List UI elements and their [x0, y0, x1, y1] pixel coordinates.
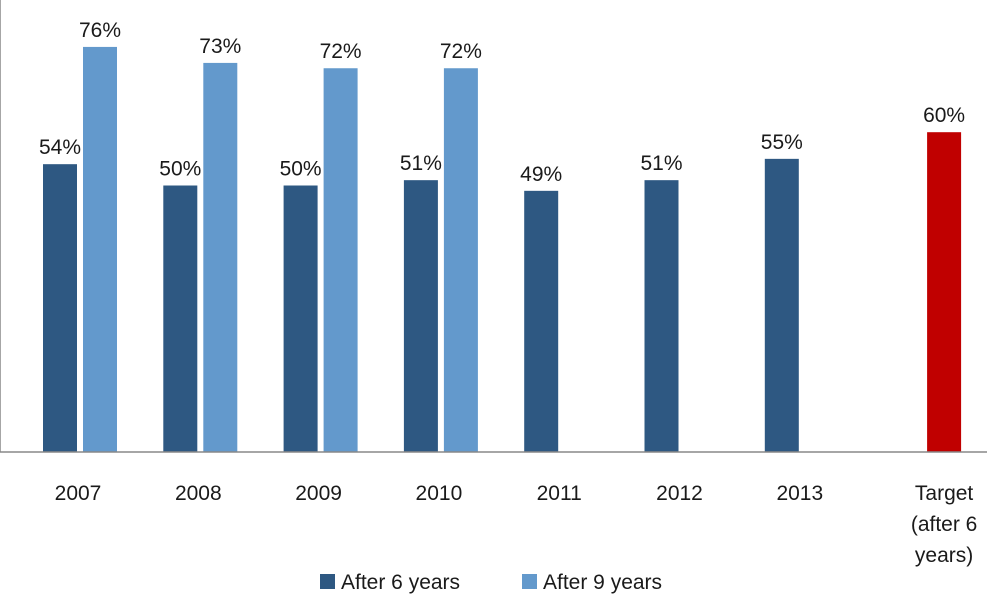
- bar-after-9-years-2010-label: 72%: [440, 40, 482, 63]
- bar-after-6-years-2008: [163, 185, 198, 452]
- bar-after-9-years-2007: [83, 46, 117, 453]
- bar-target: [927, 132, 962, 452]
- legend: After 6 years After 9 years: [320, 571, 662, 594]
- x-tick-label-2010: 2010: [416, 482, 463, 505]
- bar-target-label: 60%: [923, 104, 965, 127]
- bar-after-6-years-2009-label: 50%: [280, 158, 322, 181]
- bar-after-6-years-2010: [403, 180, 438, 453]
- bar-after-9-years-2010: [443, 68, 478, 453]
- bar-after-9-years-2008: [203, 62, 238, 452]
- bar-after-9-years-2009: [323, 68, 358, 453]
- bar-after-9-years-2008-label: 73%: [199, 35, 241, 58]
- legend-after-9-years-swatch: [522, 574, 537, 589]
- bar-after-6-years-2007-label: 54%: [39, 136, 81, 159]
- x-tick-label-target: Target (after 6 years): [911, 482, 978, 567]
- bar-after-6-years-2012-label: 51%: [640, 152, 682, 175]
- x-tick-label-2009: 2009: [295, 482, 342, 505]
- bar-after-6-years-2009: [283, 185, 318, 452]
- bar-after-6-years-2013-label: 55%: [761, 131, 803, 154]
- bars-group: [43, 46, 962, 453]
- legend-after-6-years-swatch: [320, 574, 335, 589]
- bar-after-6-years-2011-label: 49%: [520, 163, 562, 186]
- legend-after-9-years: After 9 years: [522, 571, 662, 594]
- x-tick-label-2011: 2011: [537, 482, 582, 505]
- bar-after-9-years-2007-label: 76%: [79, 19, 121, 42]
- bar-after-9-years-2009-label: 72%: [320, 40, 362, 63]
- value-labels-group: 54% 76% 50% 73% 50% 72% 51% 72% 49% 51% 55% 60%: [39, 19, 965, 186]
- bar-after-6-years-2008-label: 50%: [159, 158, 201, 181]
- x-tick-label-2012: 2012: [656, 482, 703, 505]
- bar-after-6-years-2012: [644, 180, 679, 453]
- bar-after-6-years-2007: [43, 164, 77, 452]
- x-tick-label-2013: 2013: [776, 482, 823, 505]
- legend-after-9-years-text: After 9 years: [543, 571, 662, 594]
- legend-after-6-years: After 6 years: [320, 571, 460, 594]
- bar-after-6-years-2013: [764, 158, 799, 452]
- x-tick-label-2008: 2008: [175, 482, 222, 505]
- x-tick-label-2007: 2007: [55, 482, 102, 505]
- bar-after-6-years-2011: [524, 190, 559, 452]
- bar-after-6-years-2010-label: 51%: [400, 152, 442, 175]
- category-labels-group: 2007 2008 2009 2010 2011 2012 2013 Target (after…: [55, 482, 978, 567]
- legend-after-6-years-text: After 6 years: [341, 571, 460, 594]
